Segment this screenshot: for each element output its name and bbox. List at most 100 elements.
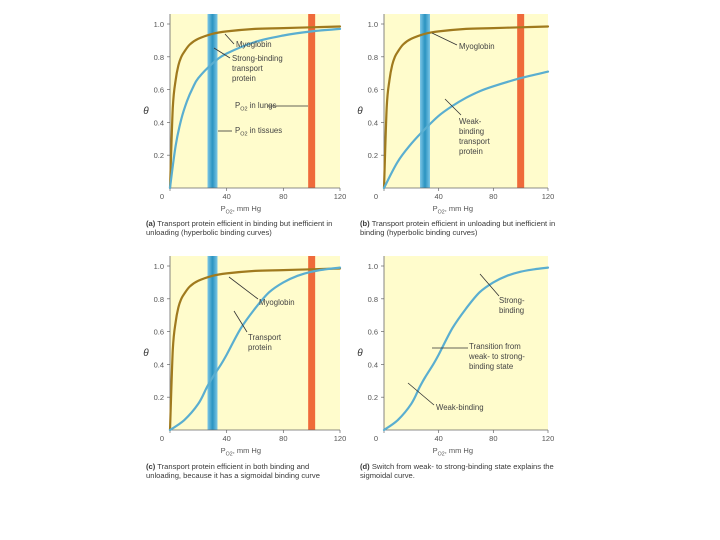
caption-c-text: Transport protein efficient in both bind… bbox=[146, 462, 320, 481]
annotation-transition-line: Transition from bbox=[469, 342, 521, 351]
series-line-myoglobin bbox=[168, 267, 342, 432]
annotation-transport-protein-line: Transport bbox=[248, 333, 282, 342]
series-line-transport bbox=[168, 266, 342, 432]
chart-panel-c: 0.2 0.4 0.6 0.8 1.0 0 40 80 120 θ PO2, mm Hg bbox=[143, 256, 346, 458]
x-tick-label: 120 bbox=[334, 434, 347, 443]
y-tick-label: 0.2 bbox=[154, 151, 164, 160]
annotation-weak-binding-transport-protein-line: Weak- bbox=[459, 117, 482, 126]
series-line-transport bbox=[168, 27, 342, 190]
annotation-strong-binding: Strong-binding bbox=[499, 296, 525, 315]
x-tick-label: 40 bbox=[434, 192, 442, 201]
chart-panel-a: 0.2 0.4 0.6 0.8 1.0 0 40 80 120 θ PO2, mm Hg bbox=[143, 14, 346, 216]
annotation-strong-binding-transport-protein-line: Strong-binding bbox=[232, 54, 283, 63]
annotation-strong-binding-transport-protein-line: protein bbox=[232, 74, 256, 83]
y-tick-label-zero: 0 bbox=[374, 434, 378, 443]
annotation-weak-binding-transport-protein-line: protein bbox=[459, 147, 483, 156]
tissues-po2-band bbox=[207, 256, 218, 430]
y-tick-label: 0.8 bbox=[368, 53, 378, 62]
lungs-po2-band bbox=[308, 14, 316, 188]
annotation-myoglobin: Myoglobin bbox=[236, 40, 272, 49]
y-tick-label: 0.4 bbox=[154, 360, 164, 369]
x-tick-label: 40 bbox=[222, 434, 230, 443]
x-tick-label: 40 bbox=[222, 192, 230, 201]
annotation-weak-binding-line: Weak-binding bbox=[436, 403, 484, 412]
tissues-po2-band bbox=[420, 14, 430, 188]
annotation-transport-protein-line: protein bbox=[248, 343, 272, 352]
y-axis-label: θ bbox=[143, 348, 149, 359]
caption-a-letter: (a) bbox=[146, 219, 156, 228]
caption-d: (d) Switch from weak- to strong-binding … bbox=[360, 462, 558, 481]
y-axis-label: θ bbox=[357, 348, 363, 359]
lungs-po2-band bbox=[308, 256, 316, 430]
annotation-po2-lungs-line: PO2 in lungs bbox=[235, 101, 277, 113]
y-tick-label: 0.4 bbox=[368, 118, 378, 127]
caption-d-text: Switch from weak- to strong-binding stat… bbox=[360, 462, 554, 481]
annotation-weak-binding: Weak-binding bbox=[436, 403, 484, 412]
y-tick-label: 0.6 bbox=[368, 86, 378, 95]
y-tick-label: 1.0 bbox=[154, 20, 164, 29]
x-tick-label: 120 bbox=[334, 192, 347, 201]
annotation-weak-binding-transport-protein-line: binding bbox=[459, 127, 484, 136]
x-axis-label: PO2, mm Hg bbox=[433, 204, 473, 216]
caption-b-letter: (b) bbox=[360, 219, 370, 228]
x-tick-label: 80 bbox=[489, 434, 497, 443]
annotation-weak-binding-transport-protein-line: transport bbox=[459, 137, 491, 146]
x-tick-label: 80 bbox=[279, 192, 287, 201]
y-tick-label: 0.8 bbox=[154, 53, 164, 62]
y-tick-label: 0.6 bbox=[368, 328, 378, 337]
y-tick-label-zero: 0 bbox=[160, 192, 164, 201]
series-line-myoglobin bbox=[382, 25, 550, 190]
y-tick-label-zero: 0 bbox=[160, 434, 164, 443]
y-tick-label: 0.8 bbox=[154, 295, 164, 304]
annotation-transition-line: binding state bbox=[469, 362, 513, 371]
annotation-strong-binding-line: binding bbox=[499, 306, 524, 315]
plot-background bbox=[384, 256, 548, 430]
annotation-leader-line bbox=[444, 98, 462, 116]
series-line-transport bbox=[382, 266, 550, 432]
annotation-leader-line bbox=[213, 47, 231, 59]
annotation-myoglobin-line: Myoglobin bbox=[259, 298, 295, 307]
annotation-strong-binding-line: Strong- bbox=[499, 296, 525, 305]
annotation-myoglobin-line: Myoglobin bbox=[236, 40, 272, 49]
annotation-strong-binding-transport-protein-line: transport bbox=[232, 64, 264, 73]
annotation-leader-line bbox=[228, 276, 259, 300]
x-axis-label: PO2, mm Hg bbox=[221, 446, 261, 458]
y-tick-label-zero: 0 bbox=[374, 192, 378, 201]
annotation-transition-line: weak- to strong- bbox=[468, 352, 525, 361]
y-tick-label: 0.2 bbox=[368, 151, 378, 160]
x-tick-label: 120 bbox=[542, 192, 555, 201]
annotation-myoglobin: Myoglobin bbox=[459, 42, 495, 51]
annotation-myoglobin-line: Myoglobin bbox=[459, 42, 495, 51]
y-tick-label: 0.8 bbox=[368, 295, 378, 304]
x-axis-label: PO2, mm Hg bbox=[433, 446, 473, 458]
caption-c-letter: (c) bbox=[146, 462, 156, 471]
tissues-po2-band bbox=[207, 14, 218, 188]
y-tick-label: 1.0 bbox=[368, 20, 378, 29]
annotation-leader-line bbox=[431, 32, 458, 46]
x-tick-label: 80 bbox=[489, 192, 497, 201]
annotation-leader-line bbox=[224, 33, 235, 45]
x-axis-label: PO2, mm Hg bbox=[221, 204, 261, 216]
series-line-myoglobin bbox=[168, 25, 342, 190]
y-axis-label: θ bbox=[357, 106, 363, 117]
x-tick-label: 120 bbox=[542, 434, 555, 443]
y-tick-label: 0.2 bbox=[154, 393, 164, 402]
chart-panel-b: 0.2 0.4 0.6 0.8 1.0 0 40 80 120 θ PO2, mm Hg bbox=[357, 14, 554, 216]
caption-b: (b) Transport protein efficient in unloa… bbox=[360, 219, 558, 238]
lungs-po2-band bbox=[517, 14, 525, 188]
y-tick-label: 1.0 bbox=[154, 262, 164, 271]
x-tick-label: 80 bbox=[279, 434, 287, 443]
annotation-po2-tissues-line: PO2 in tissues bbox=[235, 126, 282, 138]
y-axis-label: θ bbox=[143, 106, 149, 117]
annotation-leader-line bbox=[479, 273, 500, 297]
x-tick-label: 40 bbox=[434, 434, 442, 443]
y-tick-label: 0.2 bbox=[368, 393, 378, 402]
